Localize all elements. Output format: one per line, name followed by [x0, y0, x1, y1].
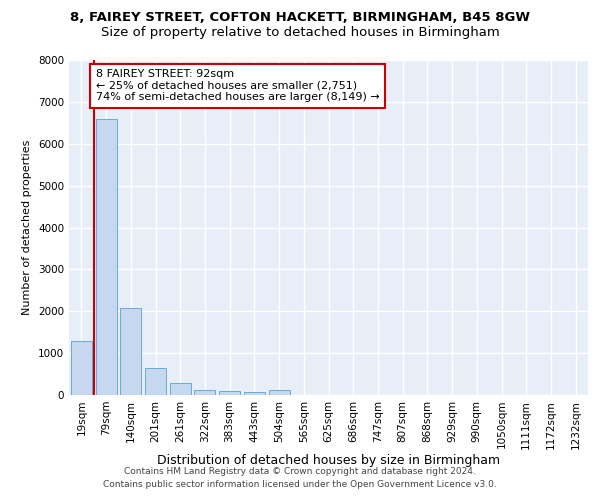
Bar — [120, 308, 141, 395]
Bar — [170, 383, 191, 395]
Bar — [219, 391, 240, 395]
Text: Contains HM Land Registry data © Crown copyright and database right 2024.
Contai: Contains HM Land Registry data © Crown c… — [103, 468, 497, 489]
Bar — [95, 118, 116, 395]
Text: Size of property relative to detached houses in Birmingham: Size of property relative to detached ho… — [101, 26, 499, 39]
Bar — [244, 392, 265, 395]
Bar — [269, 390, 290, 395]
X-axis label: Distribution of detached houses by size in Birmingham: Distribution of detached houses by size … — [157, 454, 500, 467]
Text: 8 FAIREY STREET: 92sqm
← 25% of detached houses are smaller (2,751)
74% of semi-: 8 FAIREY STREET: 92sqm ← 25% of detached… — [95, 69, 379, 102]
Bar — [145, 368, 166, 395]
Y-axis label: Number of detached properties: Number of detached properties — [22, 140, 32, 315]
Bar — [71, 340, 92, 395]
Text: 8, FAIREY STREET, COFTON HACKETT, BIRMINGHAM, B45 8GW: 8, FAIREY STREET, COFTON HACKETT, BIRMIN… — [70, 11, 530, 24]
Bar — [194, 390, 215, 395]
